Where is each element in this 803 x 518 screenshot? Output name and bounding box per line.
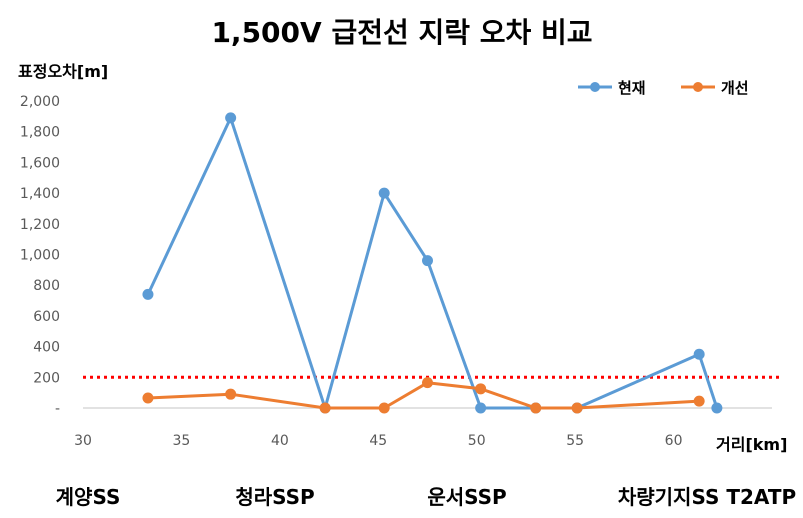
data-point xyxy=(378,402,390,414)
legend-label-current: 현재 xyxy=(618,79,646,97)
y-tick-label: 1,600 xyxy=(20,155,60,171)
y-tick-label: 1,000 xyxy=(20,248,60,264)
station-label: 차량기지SS T2ATP xyxy=(618,485,796,509)
x-tick-label: 35 xyxy=(173,433,191,449)
y-tick-label: 200 xyxy=(33,370,60,386)
data-point xyxy=(693,348,705,360)
data-point xyxy=(319,402,331,414)
station-label: 청라SSP xyxy=(235,485,314,509)
station-label: 계양SS xyxy=(56,485,121,509)
data-point xyxy=(422,255,433,267)
y-tick-label: 1,400 xyxy=(20,186,60,202)
y-tick-labels: - 200 400 600 800 1,000 1,200 1,400 1,600 1,800 2,… xyxy=(20,94,60,417)
data-point xyxy=(225,112,237,124)
x-tick-label: 60 xyxy=(665,433,683,449)
data-point xyxy=(711,402,723,414)
data-point xyxy=(693,395,705,407)
y-tick-label: 800 xyxy=(33,278,60,294)
y-tick-label: - xyxy=(55,401,60,417)
plot-series xyxy=(142,112,723,414)
x-tick-label: 55 xyxy=(566,433,584,449)
legend-label-improved: 개선 xyxy=(721,79,749,97)
data-point xyxy=(475,383,487,395)
x-tick-label: 30 xyxy=(74,433,92,449)
data-point xyxy=(422,377,433,389)
data-point xyxy=(571,402,583,414)
y-tick-label: 1,800 xyxy=(20,125,60,141)
x-tick-labels: 30 35 40 45 50 55 60 xyxy=(74,433,682,449)
y-tick-label: 400 xyxy=(33,340,60,356)
series-line xyxy=(146,116,719,410)
x-axis-label: 거리[km] xyxy=(716,435,787,454)
y-tick-label: 1,200 xyxy=(20,217,60,233)
x-tick-label: 45 xyxy=(369,433,387,449)
data-point xyxy=(142,288,154,300)
y-tick-label: 600 xyxy=(33,309,60,325)
data-point xyxy=(142,392,154,404)
x-tick-label: 50 xyxy=(468,433,486,449)
data-point xyxy=(378,187,390,199)
legend: 현재 개선 xyxy=(578,79,749,97)
data-point xyxy=(225,388,237,400)
chart-title: 1,500V 급전선 지락 오차 비교 xyxy=(211,16,592,49)
y-tick-label: 2,000 xyxy=(20,94,60,110)
legend-marker-current xyxy=(590,82,600,92)
data-point xyxy=(530,402,542,414)
x-tick-label: 40 xyxy=(271,433,289,449)
station-label: 운서SSP xyxy=(427,485,506,509)
legend-marker-improved xyxy=(693,82,703,92)
series-0 xyxy=(142,112,723,414)
y-axis-label: 표정오차[m] xyxy=(18,62,108,81)
data-point xyxy=(475,402,487,414)
series-1 xyxy=(142,377,705,414)
station-labels: 계양SS 청라SSP 운서SSP 차량기지SS T2ATP xyxy=(56,485,796,509)
